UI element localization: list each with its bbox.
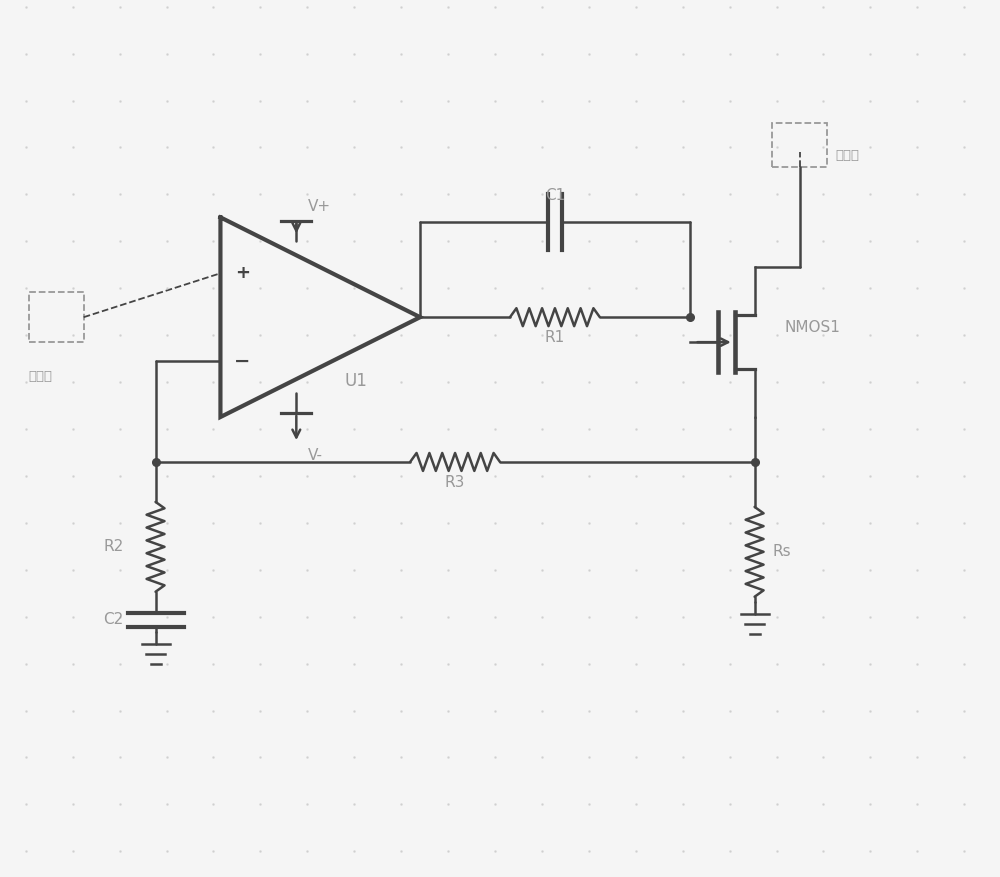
Text: +: + <box>235 264 250 282</box>
Text: R1: R1 <box>545 330 565 346</box>
Text: C2: C2 <box>103 612 124 627</box>
Text: R2: R2 <box>103 539 124 554</box>
Text: 输入端: 输入端 <box>29 370 53 383</box>
Text: R3: R3 <box>445 475 465 490</box>
Text: 输出端: 输出端 <box>835 149 859 162</box>
Text: V+: V+ <box>308 199 331 214</box>
Bar <box>772 123 827 168</box>
Text: NMOS1: NMOS1 <box>785 320 840 335</box>
Text: U1: U1 <box>344 372 367 390</box>
Text: −: − <box>234 352 251 371</box>
Text: Rs: Rs <box>773 545 791 560</box>
Bar <box>29 292 84 342</box>
Text: C1: C1 <box>545 189 565 203</box>
Text: V-: V- <box>308 448 323 463</box>
